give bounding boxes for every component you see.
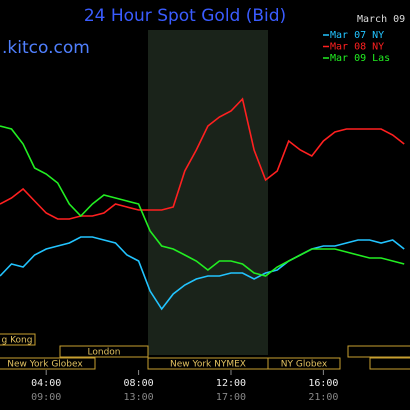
chart-title: 24 Hour Spot Gold (Bid) xyxy=(84,6,286,26)
x-tick-label-secondary: 09:00 xyxy=(31,392,61,403)
x-tick-label: 12:00 xyxy=(216,378,246,389)
session-box xyxy=(0,357,96,370)
x-tick-label-secondary: 21:00 xyxy=(308,392,338,403)
session-box xyxy=(347,345,410,358)
session-label: London xyxy=(88,348,121,358)
site-label: .kitco.com xyxy=(2,38,90,58)
x-tick-label: 04:00 xyxy=(31,378,61,389)
session-box xyxy=(0,333,36,346)
legend-entry: Mar 09 Las xyxy=(330,53,390,64)
date-label: March 09 xyxy=(357,14,405,25)
series-line xyxy=(0,97,405,220)
session-box xyxy=(369,357,410,370)
series-line xyxy=(0,236,405,311)
legend-entry: Mar 07 NY xyxy=(330,30,384,41)
session-label: New York Globex xyxy=(7,360,83,370)
session-label: NY Globex xyxy=(281,360,328,370)
x-tick-label: 16:00 xyxy=(308,378,338,389)
session-shade xyxy=(148,30,268,355)
session-label: g Kong xyxy=(2,336,33,346)
session-box xyxy=(59,345,149,358)
x-tick-label-secondary: 17:00 xyxy=(216,392,246,403)
session-box xyxy=(267,357,341,370)
x-tick-label: 08:00 xyxy=(124,378,154,389)
session-label: New York NYMEX xyxy=(170,360,246,370)
series-line xyxy=(0,125,405,277)
legend-entry: Mar 08 NY xyxy=(330,42,384,53)
x-tick-label-secondary: 13:00 xyxy=(124,392,154,403)
